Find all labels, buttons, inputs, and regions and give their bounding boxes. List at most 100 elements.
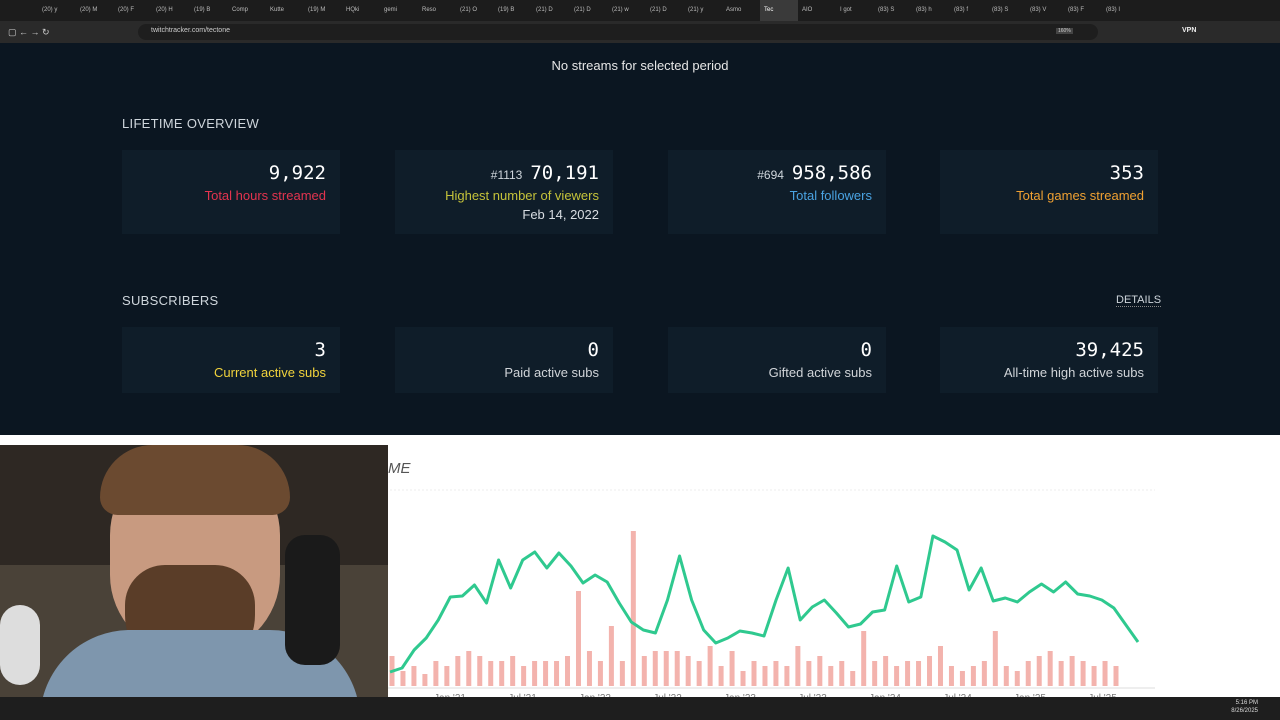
bar (850, 671, 856, 686)
tab[interactable]: HQki (346, 7, 360, 13)
bar (1069, 656, 1075, 686)
stat-rank: #694 (757, 168, 784, 182)
tab[interactable]: (83) h (916, 7, 932, 13)
bar (619, 661, 625, 686)
bar (521, 666, 527, 686)
taskbar: 5:16 PM 8/26/2025 (0, 697, 1280, 720)
details-link[interactable]: DETAILS (1116, 294, 1162, 307)
clock-time: 5:16 PM (1235, 700, 1258, 706)
url: twitchtracker.com/tectone (151, 27, 230, 34)
bar (817, 656, 823, 686)
tab[interactable]: (21) y (688, 7, 704, 13)
bar (554, 661, 560, 686)
bar (1080, 661, 1086, 686)
bar (1036, 656, 1042, 686)
bar (444, 666, 450, 686)
tab[interactable]: AIO (802, 7, 813, 13)
webcam (0, 445, 388, 720)
tab[interactable]: (20) M (80, 7, 98, 13)
bar (784, 666, 790, 686)
bar (1058, 661, 1064, 686)
stat-value: 39,425 (1075, 339, 1144, 361)
tab[interactable]: (20) F (118, 7, 135, 13)
bar (1091, 666, 1097, 686)
tab[interactable]: (21) D (574, 7, 591, 13)
tab[interactable]: (19) M (308, 7, 326, 13)
bar (1003, 666, 1009, 686)
stat-value: 353 (1109, 162, 1144, 184)
tab[interactable]: (19) B (498, 7, 515, 13)
bar (1113, 666, 1119, 686)
line (389, 534, 1140, 674)
stat-label: Total followers (789, 188, 872, 203)
bar (905, 661, 911, 686)
bar (565, 656, 571, 686)
stat-row: 39,425 (940, 339, 1144, 361)
tab[interactable]: Kutte (270, 7, 285, 13)
tab[interactable]: Comp (232, 7, 249, 13)
tab[interactable]: (83) V (1030, 7, 1047, 13)
stat-label: Paid active subs (504, 365, 599, 380)
bar (455, 656, 461, 686)
stat-value: 3 (314, 339, 326, 361)
bar (652, 651, 658, 686)
tab[interactable]: Tec (760, 0, 798, 21)
bar (751, 661, 757, 686)
tab[interactable]: (83) I (1106, 7, 1121, 13)
tab[interactable]: (83) f (954, 7, 969, 13)
bar (729, 651, 735, 686)
stat-sub: Feb 14, 2022 (522, 207, 599, 222)
stat-card: 0 Gifted active subs (668, 327, 886, 393)
bar (1047, 651, 1053, 686)
bar (696, 661, 702, 686)
stat-label: Current active subs (214, 365, 326, 380)
tab[interactable]: (83) S (878, 7, 895, 13)
bar (959, 671, 965, 686)
stat-row: #1113 70,191 (395, 162, 599, 184)
stat-value: 0 (587, 339, 599, 361)
tab[interactable]: (83) S (992, 7, 1009, 13)
bar (883, 656, 889, 686)
bar (894, 666, 900, 686)
tab[interactable]: (21) D (536, 7, 553, 13)
chart-title: ME (388, 460, 411, 477)
url-field[interactable] (138, 24, 1098, 40)
bar (543, 661, 549, 686)
stat-card: 3 Current active subs (122, 327, 340, 393)
stat-card: #1113 70,191 Highest number of viewers Feb … (395, 150, 613, 234)
tab[interactable]: (20) H (156, 7, 173, 13)
tab[interactable]: (21) D (650, 7, 667, 13)
tab[interactable]: (21) O (460, 7, 478, 13)
stat-card: #694 958,586 Total followers (668, 150, 886, 234)
tab[interactable]: (19) B (194, 7, 211, 13)
tab-bar: (20) y (20) M (20) F (20) H (19) B Comp Kutte (… (0, 0, 1280, 21)
tab[interactable]: I got (840, 7, 852, 13)
nav-buttons[interactable]: ▢ ← → ↻ (8, 27, 50, 37)
no-streams: No streams for selected period (551, 58, 729, 73)
bar (948, 666, 954, 686)
tab[interactable]: (21) w (612, 7, 629, 13)
tab[interactable]: Asmo (726, 7, 742, 13)
tab[interactable]: Reso (422, 7, 437, 13)
stat-label: Gifted active subs (768, 365, 872, 380)
bar (806, 661, 812, 686)
zoom[interactable]: 160% (1056, 28, 1073, 34)
bar (422, 674, 428, 686)
bar (674, 651, 680, 686)
stat-row: 0 (668, 339, 872, 361)
tab[interactable]: gemi (384, 7, 398, 13)
bar (488, 661, 494, 686)
bar (400, 671, 406, 686)
tab[interactable]: (20) y (42, 7, 58, 13)
stat-rank: #1113 (490, 168, 523, 182)
bar (773, 661, 779, 686)
stat-row: 3 (122, 339, 326, 361)
bar (510, 656, 516, 686)
stat-row: #694 958,586 (668, 162, 872, 184)
bar (532, 661, 538, 686)
stat-row: 0 (395, 339, 599, 361)
bar (630, 531, 636, 686)
tab[interactable]: (83) F (1068, 7, 1085, 13)
vpn[interactable]: VPN (1182, 27, 1197, 34)
